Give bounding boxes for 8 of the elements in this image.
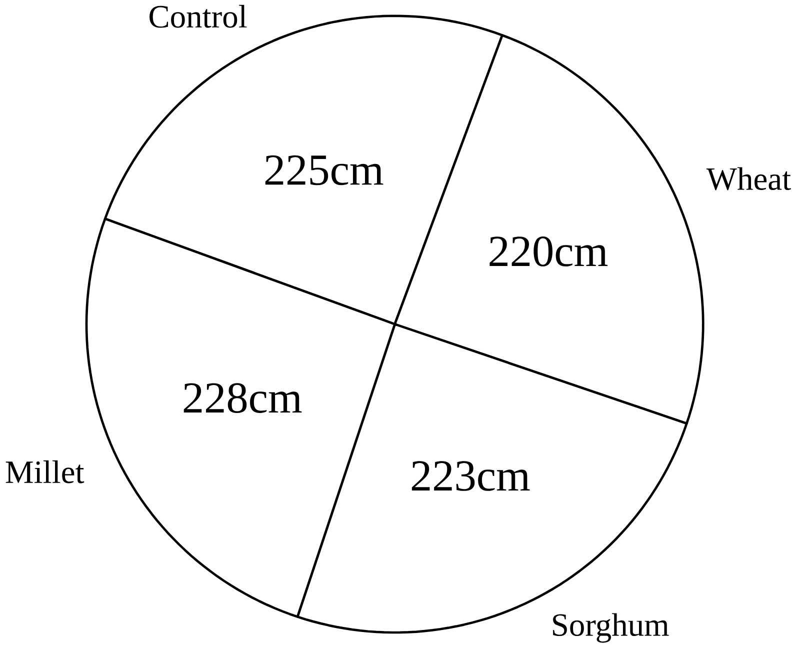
slice-label: Sorghum [553,613,669,643]
data-label: 220cm [490,236,608,267]
slice-label: Millet [6,460,84,484]
slice-label: Control [150,5,247,28]
data-label: 223cm [412,461,530,492]
data-label: 225cm [265,156,384,186]
data-label: 228cm [184,383,302,414]
slice-label: Wheat [706,167,791,190]
